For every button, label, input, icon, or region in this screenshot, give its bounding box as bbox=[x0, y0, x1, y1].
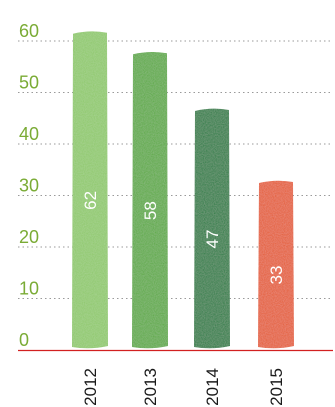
y-tick-label-40: 40 bbox=[19, 124, 39, 144]
y-tick-label-30: 30 bbox=[19, 176, 39, 196]
x-tick-label-2015: 2015 bbox=[267, 368, 286, 406]
x-tick-label-2014: 2014 bbox=[203, 368, 222, 406]
y-axis: 0 10 20 30 40 50 60 bbox=[19, 21, 39, 350]
y-tick-label-20: 20 bbox=[19, 227, 39, 247]
bar-2014 bbox=[194, 108, 230, 349]
x-tick-label-2012: 2012 bbox=[81, 368, 100, 406]
data-label-2015: 33 bbox=[267, 266, 286, 285]
y-tick-label-60: 60 bbox=[19, 21, 39, 41]
x-axis: 2012 2013 2014 2015 bbox=[18, 349, 333, 406]
bars bbox=[72, 31, 294, 349]
bar-2013 bbox=[132, 52, 168, 349]
y-tick-label-10: 10 bbox=[19, 279, 39, 299]
data-label-2012: 62 bbox=[81, 191, 100, 210]
data-label-2013: 58 bbox=[141, 201, 160, 220]
y-tick-label-50: 50 bbox=[19, 73, 39, 93]
bar-2012 bbox=[72, 31, 108, 349]
data-labels: 62 58 47 33 bbox=[81, 191, 286, 285]
data-label-2014: 47 bbox=[203, 230, 222, 249]
x-tick-label-2013: 2013 bbox=[141, 368, 160, 406]
bar-2015 bbox=[258, 180, 294, 349]
y-tick-label-0: 0 bbox=[19, 330, 29, 350]
